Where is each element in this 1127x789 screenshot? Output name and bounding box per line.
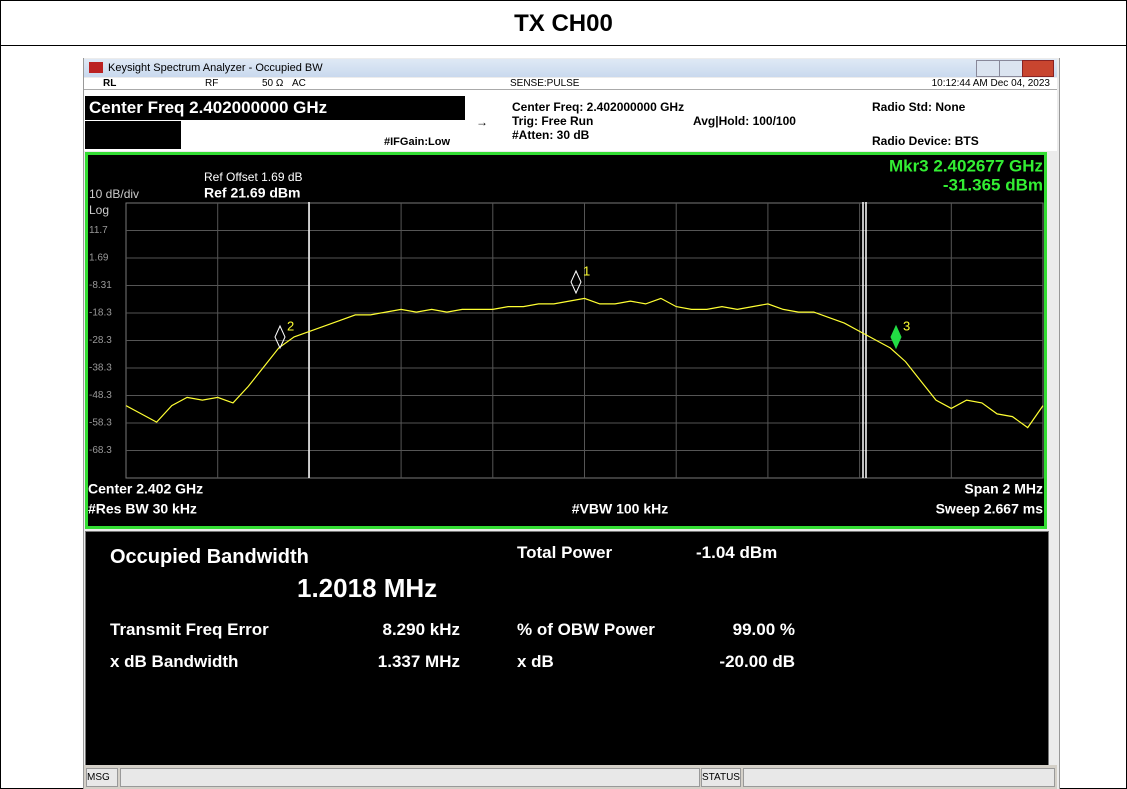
scale-type: Log [89, 203, 109, 217]
trigger: Trig: Free Run [512, 114, 594, 128]
marker-diamond [570, 269, 582, 295]
status-field [743, 768, 1055, 787]
status-row [84, 78, 1057, 90]
trace [125, 297, 1044, 429]
marker-label: 2 [287, 318, 294, 333]
msg-field [120, 768, 700, 787]
total-power-value: -1.04 dBm [696, 543, 778, 562]
status-rl: RL [103, 78, 117, 89]
radio-device: Radio Device: BTS [872, 134, 979, 148]
graph-border [85, 152, 1047, 529]
xdb-bw-value: 1.337 MHz [377, 652, 460, 671]
page-title: TX CH00 [514, 10, 613, 37]
scale: 10 dB/div [89, 187, 139, 201]
marker-diamond [890, 324, 902, 350]
radio-std: Radio Std: None [872, 100, 966, 114]
xdb-label: x dB [517, 652, 554, 671]
status-label: STATUS [701, 768, 741, 787]
window-titlebar [84, 59, 1057, 77]
y-tick-label: -58.3 [89, 418, 112, 429]
obw-value: 1.2018 MHz [297, 573, 438, 603]
graph-panel: Ref Offset 1.69 dB Ref 21.69 dBm 10 dB/d… [85, 152, 1047, 529]
freq-error-label: Transmit Freq Error [110, 620, 269, 639]
y-tick-label: -68.3 [89, 445, 112, 456]
xdb-bw-label: x dB Bandwidth [110, 652, 239, 671]
res-bw: #Res BW 30 kHz [88, 501, 197, 517]
y-tick-label: -48.3 [89, 390, 112, 401]
marker-diamond [274, 324, 286, 350]
y-tick-label: -18.3 [89, 308, 112, 319]
header-black-strip [85, 121, 181, 149]
y-tick-label: 11.7 [89, 225, 108, 236]
center-freq-box[interactable]: Center Freq 2.402000000 GHz [85, 96, 465, 120]
close-button[interactable] [1022, 60, 1054, 77]
status-impedance: 50 Ω [262, 78, 284, 89]
if-gain: #IFGain:Low [384, 136, 450, 148]
xdb-value: -20.00 dB [719, 652, 795, 671]
minimize-button[interactable] [976, 60, 1000, 77]
span: Span 2 MHz [964, 481, 1043, 497]
y-tick-label: -38.3 [89, 363, 112, 374]
total-power-label: Total Power [517, 543, 613, 562]
vbw: #VBW 100 kHz [572, 501, 668, 517]
obw-power-label: % of OBW Power [517, 620, 655, 639]
trigger-arrow: → [476, 115, 488, 129]
maximize-button[interactable] [999, 60, 1023, 77]
freq-error-value: 8.290 kHz [382, 620, 461, 639]
title-divider [0, 45, 1127, 46]
ref-offset: Ref Offset 1.69 dB [204, 170, 303, 184]
center-freq: Center Freq: 2.402000000 GHz [512, 100, 685, 114]
y-tick-label: -28.3 [89, 335, 112, 346]
status-rf: RF [205, 78, 219, 89]
ref-level: Ref 21.69 dBm [204, 185, 300, 201]
sweep: Sweep 2.667 ms [936, 501, 1044, 517]
status-coupling: AC [292, 78, 306, 89]
marker-readout-level: -31.365 dBm [943, 175, 1043, 194]
avg-hold: Avg|Hold: 100/100 [693, 114, 796, 128]
marker-readout-freq: Mkr3 2.402677 GHz [889, 156, 1043, 175]
attenuation: #Atten: 30 dB [512, 128, 590, 142]
app-icon [89, 62, 103, 73]
obw-power-value: 99.00 % [732, 620, 795, 639]
center-label: Center 2.402 GHz [88, 481, 203, 497]
msg-label: MSG [86, 768, 118, 787]
marker-label: 3 [903, 318, 910, 333]
y-tick-label: 1.69 [89, 253, 109, 264]
obw-label: Occupied Bandwidth [110, 546, 309, 568]
results-panel [85, 531, 1049, 766]
marker-label: 1 [583, 263, 590, 278]
status-datetime: 10:12:44 AM Dec 04, 2023 [931, 78, 1050, 89]
y-tick-label: -8.31 [89, 280, 112, 291]
window-title: Keysight Spectrum Analyzer - Occupied BW [108, 62, 323, 74]
status-sense: SENSE:PULSE [510, 78, 580, 89]
